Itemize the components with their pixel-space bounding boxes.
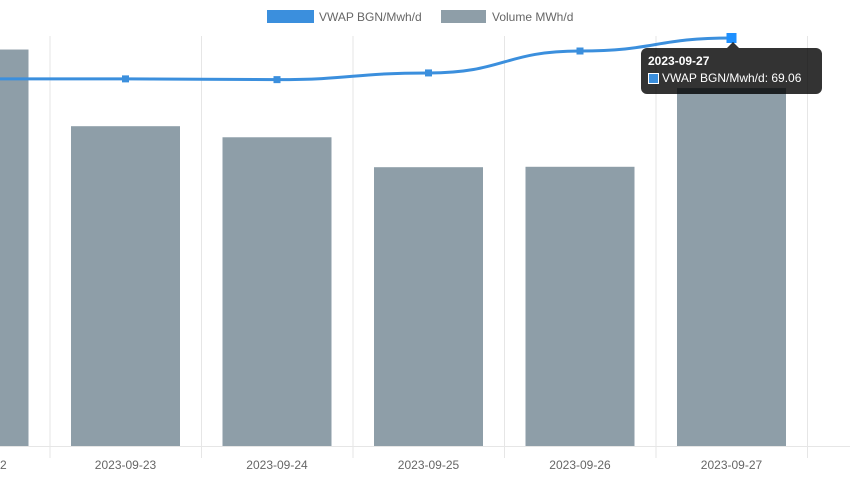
x-tick-label-2023-09-25: 2023-09-25 [398, 458, 460, 472]
bar-2023-09-26[interactable] [525, 166, 635, 447]
bar-2023-09-24[interactable] [222, 137, 332, 446]
vwap-point-2023-09-27[interactable] [726, 33, 737, 43]
vwap-point-2023-09-23[interactable] [122, 75, 129, 83]
vwap-series-line [0, 36, 732, 82]
legend-label-vwap[interactable]: VWAP BGN/Mwh/d [319, 10, 422, 24]
x-tick-label-2023-09-22: 2 [0, 458, 7, 472]
x-tick-label-2023-09-27: 2023-09-27 [701, 458, 763, 472]
tooltip-title: 2023-09-27 [648, 54, 710, 68]
tooltip-body: VWAP BGN/Mwh/d: 69.06 [648, 69, 815, 87]
vwap-point-2023-09-26[interactable] [576, 47, 584, 55]
bar-2023-09-23[interactable] [71, 126, 180, 446]
tooltip-caret [727, 42, 739, 48]
grid [0, 36, 850, 458]
tooltip-swatch [648, 72, 659, 84]
legend-swatch-vwap[interactable] [267, 10, 314, 23]
volume-bars [0, 49, 786, 447]
vwap-point-2023-09-25[interactable] [425, 69, 432, 77]
bar-2023-09-25[interactable] [374, 167, 483, 446]
vwap-point-2023-09-24[interactable] [273, 76, 281, 84]
legend-label-volume[interactable]: Volume MWh/d [492, 10, 573, 24]
x-axis: 2 2023-09-23 2023-09-24 2023-09-25 2023-09-2… [0, 458, 763, 472]
vwap-line [0, 33, 737, 84]
legend[interactable]: VWAP BGN/Mwh/d Volume MWh/d [267, 10, 573, 24]
bar-2023-09-22[interactable] [0, 49, 29, 446]
tooltip: 2023-09-27 VWAP BGN/Mwh/d: 69.06 [641, 42, 822, 94]
bar-2023-09-27[interactable] [677, 88, 786, 446]
x-tick-label-2023-09-23: 2023-09-23 [95, 458, 157, 472]
x-tick-label-2023-09-26: 2023-09-26 [549, 458, 611, 472]
legend-swatch-volume[interactable] [441, 10, 486, 23]
x-tick-label-2023-09-24: 2023-09-24 [246, 458, 308, 472]
tooltip-label: VWAP BGN/Mwh/d: 69.06 [662, 71, 802, 85]
